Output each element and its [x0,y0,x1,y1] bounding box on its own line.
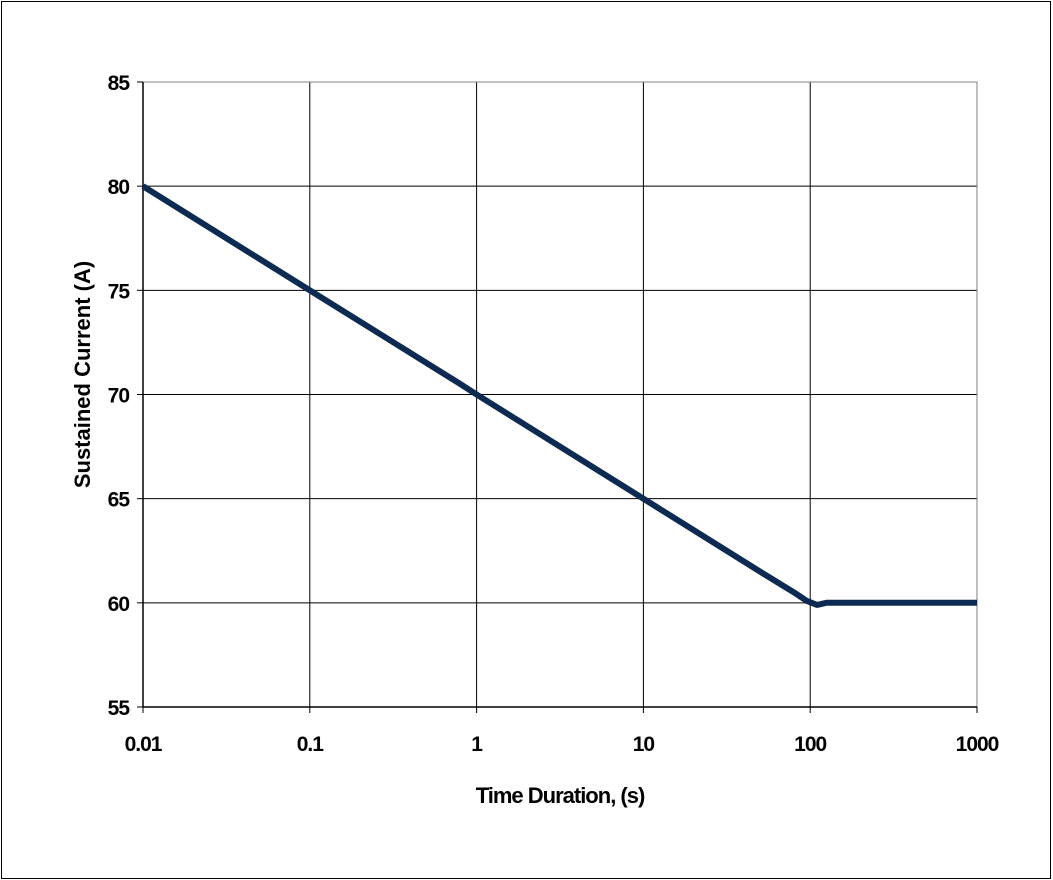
x-axis-label: Time Duration, (s) [476,783,645,808]
y-tick-label: 55 [108,697,131,720]
grid [143,82,977,707]
y-tick-label: 75 [108,280,131,303]
y-tick-label: 85 [108,72,131,95]
y-tick-label: 80 [108,176,130,199]
y-tick-label: 70 [108,385,130,408]
series-line [141,183,977,608]
y-tick-label: 65 [108,489,131,512]
series-layer [141,183,977,608]
x-tick-label: 1000 [956,733,999,756]
x-tick-label: 10 [633,733,655,756]
x-tick-label: 0.01 [125,733,163,756]
y-tick-label: 60 [108,593,130,616]
x-tick-label: 1 [471,733,483,756]
x-tick-label: 0.1 [297,733,325,756]
x-tick-label: 100 [794,733,826,756]
axes [137,81,978,713]
y-axis-label: Sustained Current (A) [70,261,95,488]
tick-labels: 0.01 0.1 1 10 100 1000 55 60 65 70 75 80 85 [108,72,1000,756]
